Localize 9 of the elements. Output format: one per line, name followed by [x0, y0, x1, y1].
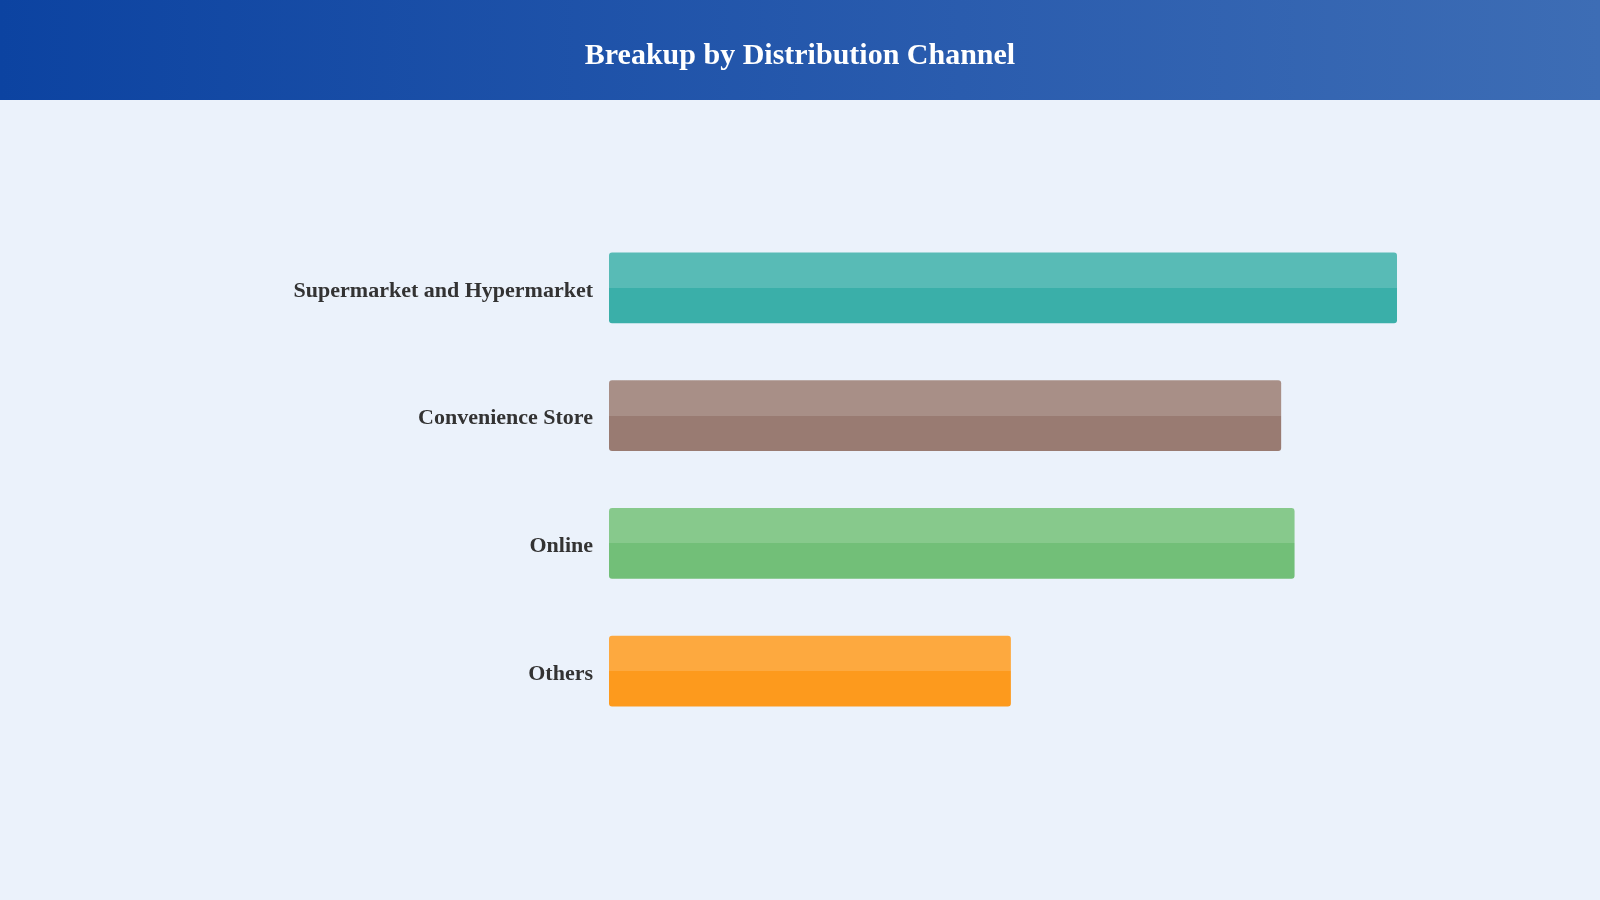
bar: [609, 507, 1295, 579]
bar: [609, 380, 1282, 452]
y-tick-label: Others: [528, 659, 594, 685]
y-tick-label: Convenience Store: [418, 404, 594, 430]
chart-title: Breakup by Distribution Channel: [584, 37, 1016, 71]
bar: [609, 252, 1397, 324]
y-tick-label: Supermarket and Hypermarket: [293, 276, 594, 302]
bar: [609, 635, 1011, 707]
y-tick-label: Online: [529, 532, 594, 558]
